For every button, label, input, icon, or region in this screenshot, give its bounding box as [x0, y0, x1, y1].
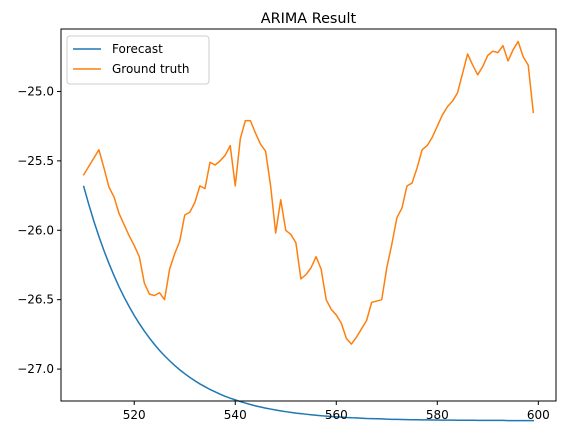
x-tick-label: 540: [224, 408, 247, 422]
series-line-forecast: [82, 185, 535, 422]
legend-label: Ground truth: [112, 62, 190, 76]
series-layer: [82, 40, 535, 422]
series-line-ground-truth: [82, 40, 535, 345]
x-axis: 520 540 560 580 600: [123, 401, 550, 422]
legend-box: [66, 35, 210, 85]
legend: Forecast Ground truth: [66, 35, 210, 85]
y-tick-label: −27.0: [17, 362, 54, 376]
y-tick-label: −25.5: [17, 154, 54, 168]
chart-title: ARIMA Result: [261, 11, 357, 27]
y-tick-label: −26.5: [17, 293, 54, 307]
x-tick-label: 560: [325, 408, 348, 422]
y-axis: −27.0 −26.5 −26.0 −25.5 −25.0: [17, 84, 61, 376]
plot-frame: [60, 28, 557, 402]
y-tick-label: −26.0: [17, 223, 54, 237]
x-tick-label: 600: [527, 408, 550, 422]
y-tick-label: −25.0: [17, 84, 54, 98]
legend-label: Forecast: [112, 42, 163, 56]
x-tick-label: 520: [123, 408, 146, 422]
x-tick-label: 580: [426, 408, 449, 422]
